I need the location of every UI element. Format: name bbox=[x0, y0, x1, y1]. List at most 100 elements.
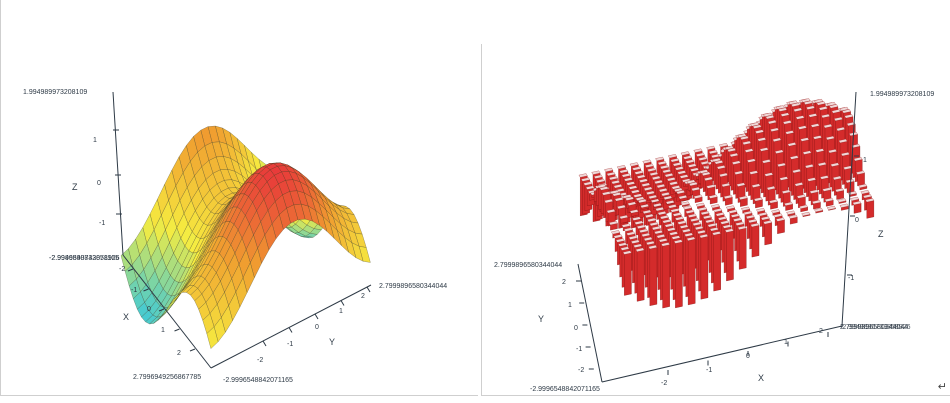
bar-top-face bbox=[808, 113, 818, 118]
bar-top-face bbox=[680, 201, 690, 206]
surface-chart[interactable]: 1.994989973208109 -2.9949890733858926 -2… bbox=[1, 0, 478, 395]
bar-top-face bbox=[666, 177, 676, 182]
bar-top-face bbox=[842, 109, 851, 114]
x-tick-1: 1 bbox=[161, 327, 165, 334]
bar-top-face bbox=[685, 209, 695, 214]
bar-top-face bbox=[635, 196, 645, 201]
bar-top-face bbox=[826, 205, 836, 210]
bar-top-face bbox=[737, 225, 747, 230]
bar-top-face bbox=[613, 234, 623, 239]
bar-top-face bbox=[712, 157, 721, 163]
bar-front-face bbox=[687, 238, 696, 306]
bar-top-face bbox=[802, 150, 812, 155]
bar-top-face bbox=[677, 220, 687, 225]
bar-top-face bbox=[795, 115, 805, 120]
x-tick-mark bbox=[174, 328, 180, 332]
bar-top-face bbox=[750, 222, 760, 228]
bar-top-face bbox=[840, 152, 850, 157]
z-tick-neg1: -1 bbox=[848, 275, 854, 282]
bar-top-face bbox=[593, 174, 603, 179]
bar-top-face bbox=[843, 165, 853, 170]
bar-top-face bbox=[622, 250, 632, 255]
bar-top-face bbox=[661, 242, 670, 247]
bar-top-face bbox=[766, 185, 776, 191]
bar-top-face bbox=[659, 164, 669, 170]
bar-top-face bbox=[850, 196, 860, 202]
bar-top-face bbox=[839, 203, 849, 208]
x-tick-1: 1 bbox=[784, 339, 788, 346]
bar-top-face bbox=[853, 156, 863, 162]
bar-top-face bbox=[666, 227, 676, 232]
bar-top-face bbox=[620, 246, 630, 251]
bar-top-face bbox=[670, 158, 680, 163]
bar-top-face bbox=[658, 238, 668, 243]
bar-front-face bbox=[857, 172, 865, 187]
bar-top-face bbox=[724, 228, 734, 233]
bar-top-face bbox=[801, 98, 811, 103]
bar-top-face bbox=[851, 143, 861, 149]
bar-top-face bbox=[597, 184, 607, 189]
bar-top-face bbox=[693, 194, 703, 199]
bar-top-face bbox=[787, 142, 797, 147]
bar-top-face bbox=[744, 148, 754, 153]
bar-top-face bbox=[700, 160, 710, 165]
bar-top-face bbox=[662, 219, 672, 224]
bar-top-face bbox=[717, 216, 727, 221]
bar-front-face bbox=[738, 227, 747, 270]
bar-top-face bbox=[801, 211, 811, 217]
bar-top-face bbox=[862, 194, 872, 199]
x-tick-2: 2 bbox=[177, 350, 181, 357]
bar-top-face bbox=[757, 137, 767, 142]
bar-top-face bbox=[628, 185, 638, 190]
bar-top-face bbox=[642, 159, 652, 164]
bar-top-face bbox=[781, 189, 791, 194]
bar-top-face bbox=[715, 212, 725, 217]
bar-top-face bbox=[793, 107, 803, 112]
bar-top-face bbox=[728, 209, 738, 214]
surface-mesh bbox=[120, 125, 371, 349]
bar-top-face bbox=[644, 163, 654, 168]
bar3d-chart[interactable]: 1.994989973208109 1 0 -1 Z 2.79998965803… bbox=[482, 44, 950, 395]
bar-top-face bbox=[654, 230, 663, 235]
surface-chart-panel[interactable]: 1.994989973208109 -2.9949890733858926 -2… bbox=[0, 0, 478, 396]
bar-top-face bbox=[706, 145, 716, 150]
y-tick-0: 0 bbox=[574, 325, 578, 332]
bar-top-face bbox=[676, 190, 686, 195]
bar-top-face bbox=[699, 233, 709, 239]
y-axis-label: Y bbox=[538, 314, 544, 324]
bar-top-face bbox=[832, 175, 842, 181]
bar-top-face bbox=[714, 160, 724, 165]
bar-top-face bbox=[669, 231, 679, 236]
bar-top-face bbox=[695, 152, 705, 157]
bar-top-face bbox=[647, 217, 657, 223]
bar-top-face bbox=[799, 204, 808, 209]
bar-top-face bbox=[708, 194, 718, 199]
z-axis-label: Z bbox=[72, 182, 78, 192]
bar-top-face bbox=[601, 191, 611, 196]
y-min-label: 2.7999896580344044 bbox=[494, 262, 562, 269]
x-tick-mark bbox=[158, 308, 165, 312]
bar3d-chart-panel[interactable]: 1.994989973208109 1 0 -1 Z 2.79998965803… bbox=[481, 44, 950, 396]
bar-top-face bbox=[813, 135, 822, 140]
x-tick-neg1: -1 bbox=[706, 367, 712, 374]
right-tick-marks bbox=[576, 155, 859, 375]
bar-top-face bbox=[710, 204, 720, 209]
bar-top-face bbox=[785, 130, 795, 135]
bar-top-face bbox=[649, 171, 659, 176]
bar-top-face bbox=[641, 182, 651, 187]
bar-top-face bbox=[639, 228, 648, 233]
bar-top-face bbox=[719, 143, 728, 148]
bar-front-face bbox=[675, 241, 683, 309]
bar-top-face bbox=[775, 217, 785, 222]
bar-top-face bbox=[615, 238, 625, 243]
bar-top-face bbox=[724, 145, 734, 150]
bar-front-face bbox=[713, 233, 721, 292]
z-tick-1: 1 bbox=[863, 157, 867, 164]
bar-top-face bbox=[695, 202, 705, 207]
bar-top-face bbox=[606, 209, 616, 214]
bar-top-face bbox=[606, 171, 616, 177]
bar-top-face bbox=[742, 140, 752, 145]
bar-top-face bbox=[621, 173, 631, 178]
bar-top-face bbox=[860, 190, 870, 195]
bar-top-face bbox=[758, 212, 768, 217]
